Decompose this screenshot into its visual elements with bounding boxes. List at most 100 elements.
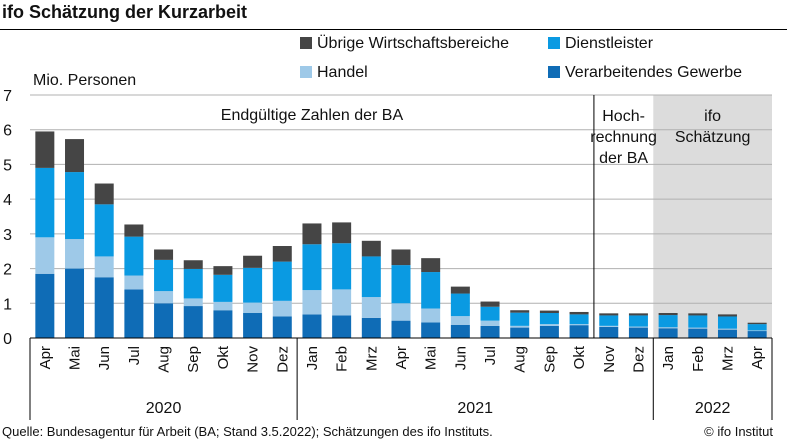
bar-dienstleister bbox=[628, 315, 648, 327]
bar-dienstleister bbox=[65, 172, 85, 240]
bar-verarbeitendes-gewerbe bbox=[94, 277, 114, 338]
bar-verarbeitendes-gewerbe bbox=[510, 327, 530, 338]
legend-swatch bbox=[300, 37, 312, 49]
x-tick-label: Mrz bbox=[719, 346, 736, 371]
bar--brige-wirtschaftsbereiche bbox=[65, 139, 85, 173]
bar-handel bbox=[421, 308, 441, 323]
bar-dienstleister bbox=[124, 236, 144, 276]
bar-dienstleister bbox=[717, 316, 737, 329]
bar-handel bbox=[154, 291, 174, 304]
bar-handel bbox=[272, 300, 292, 317]
x-tick-label: Apr bbox=[749, 346, 766, 369]
bar-verarbeitendes-gewerbe bbox=[539, 325, 559, 338]
x-tick-label: Mrz bbox=[363, 346, 380, 371]
bar-verarbeitendes-gewerbe bbox=[658, 328, 678, 338]
bar--brige-wirtschaftsbereiche bbox=[539, 310, 559, 314]
bar--brige-wirtschaftsbereiche bbox=[599, 313, 619, 316]
bar-handel bbox=[302, 290, 322, 315]
x-tick-label: Jan bbox=[304, 346, 321, 370]
bar-dienstleister bbox=[361, 256, 381, 298]
x-tick-label: Jun bbox=[452, 346, 469, 370]
bar-dienstleister bbox=[35, 167, 55, 238]
bar--brige-wirtschaftsbereiche bbox=[94, 183, 114, 205]
y-tick-label: 3 bbox=[3, 227, 12, 244]
bar-dienstleister bbox=[213, 274, 233, 302]
y-tick-label: 1 bbox=[3, 296, 12, 313]
bar-dienstleister bbox=[94, 204, 114, 257]
x-tick-label: Dez bbox=[630, 346, 647, 373]
bar-dienstleister bbox=[688, 315, 708, 328]
x-tick-label: Nov bbox=[245, 346, 262, 373]
bar-handel bbox=[628, 326, 648, 328]
x-tick-label: Aug bbox=[156, 346, 173, 373]
bar-handel bbox=[450, 316, 470, 325]
x-tick-label: Nov bbox=[601, 346, 618, 373]
bar-verarbeitendes-gewerbe bbox=[124, 289, 144, 338]
bar-handel bbox=[213, 301, 233, 311]
year-label: 2021 bbox=[457, 400, 493, 417]
legend-swatch bbox=[548, 37, 560, 49]
bar-handel bbox=[361, 297, 381, 318]
bar--brige-wirtschaftsbereiche bbox=[480, 301, 500, 307]
bar--brige-wirtschaftsbereiche bbox=[510, 310, 530, 313]
y-tick-label: 6 bbox=[3, 123, 12, 140]
bar-dienstleister bbox=[302, 244, 322, 291]
legend-label: Verarbeitendes Gewerbe bbox=[565, 64, 742, 81]
bar-handel bbox=[332, 289, 352, 316]
bar-handel bbox=[65, 239, 85, 269]
year-label: 2022 bbox=[695, 400, 731, 417]
bar--brige-wirtschaftsbereiche bbox=[688, 313, 708, 316]
bar-handel bbox=[717, 328, 737, 330]
annotation-final: Endgültige Zahlen der BA bbox=[221, 107, 404, 124]
bar-dienstleister bbox=[510, 312, 530, 326]
x-tick-label: Dez bbox=[274, 346, 291, 373]
annotation-projection: der BA bbox=[599, 150, 648, 167]
y-tick-label: 7 bbox=[3, 88, 12, 105]
x-tick-label: Mai bbox=[67, 346, 84, 370]
bar--brige-wirtschaftsbereiche bbox=[569, 311, 589, 315]
x-tick-label: Feb bbox=[690, 346, 707, 372]
y-tick-label: 0 bbox=[3, 331, 12, 348]
bar-dienstleister bbox=[599, 315, 619, 326]
bar-verarbeitendes-gewerbe bbox=[569, 325, 589, 338]
x-tick-label: Sep bbox=[185, 346, 202, 373]
x-tick-label: Jun bbox=[96, 346, 113, 370]
bar-handel bbox=[391, 303, 411, 321]
x-tick-label: Okt bbox=[571, 345, 588, 369]
bar--brige-wirtschaftsbereiche bbox=[391, 249, 411, 266]
bar-handel bbox=[94, 256, 114, 278]
legend-label: Handel bbox=[317, 64, 368, 81]
x-tick-label: Sep bbox=[541, 346, 558, 373]
bar-verarbeitendes-gewerbe bbox=[628, 327, 648, 338]
x-tick-label: Jul bbox=[482, 346, 499, 365]
bar-verarbeitendes-gewerbe bbox=[717, 329, 737, 338]
bar-dienstleister bbox=[747, 324, 767, 331]
annotation-projection: rechnung bbox=[590, 129, 657, 146]
bar-dienstleister bbox=[154, 259, 174, 292]
year-label: 2020 bbox=[146, 400, 182, 417]
bar-handel bbox=[688, 327, 708, 329]
y-tick-label: 2 bbox=[3, 262, 12, 279]
bar-verarbeitendes-gewerbe bbox=[421, 322, 441, 338]
bar--brige-wirtschaftsbereiche bbox=[628, 313, 648, 316]
bar--brige-wirtschaftsbereiche bbox=[747, 322, 767, 325]
bar-handel bbox=[658, 327, 678, 329]
bar--brige-wirtschaftsbereiche bbox=[183, 260, 203, 269]
bar-handel bbox=[480, 320, 500, 326]
legend-swatch bbox=[548, 66, 560, 78]
bar--brige-wirtschaftsbereiche bbox=[124, 224, 144, 237]
source-note: Quelle: Bundesagentur für Arbeit (BA; St… bbox=[2, 424, 493, 439]
bar-handel bbox=[747, 330, 767, 332]
bar-handel bbox=[35, 237, 55, 274]
bar--brige-wirtschaftsbereiche bbox=[272, 246, 292, 262]
bar--brige-wirtschaftsbereiche bbox=[213, 266, 233, 275]
bar-dienstleister bbox=[569, 314, 589, 325]
bar-verarbeitendes-gewerbe bbox=[688, 328, 708, 338]
bar--brige-wirtschaftsbereiche bbox=[302, 223, 322, 245]
x-tick-label: Mai bbox=[423, 346, 440, 370]
bar-handel bbox=[510, 325, 530, 328]
bar-dienstleister bbox=[421, 272, 441, 309]
bar-dienstleister bbox=[272, 261, 292, 301]
bar-verarbeitendes-gewerbe bbox=[35, 273, 55, 338]
